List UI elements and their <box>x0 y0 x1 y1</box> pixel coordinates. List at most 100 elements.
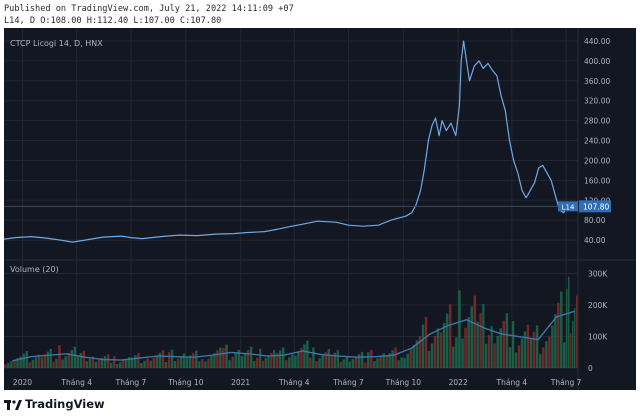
price-tick-label: 160.00 <box>584 176 610 185</box>
volume-bar <box>79 353 83 368</box>
volume-bar <box>424 316 428 368</box>
volume-bar <box>134 355 137 368</box>
volume-bar <box>37 354 41 368</box>
volume-bar <box>482 304 485 368</box>
volume-bar <box>388 353 391 368</box>
volume-bar <box>382 353 385 368</box>
volume-bar <box>542 347 545 368</box>
volume-bar <box>467 317 470 368</box>
volume-bar <box>470 306 473 368</box>
volume-bar <box>376 358 379 368</box>
volume-bar <box>109 362 113 368</box>
volume-bar <box>64 356 67 368</box>
volume-bar <box>52 361 55 368</box>
volume-bar <box>152 358 155 368</box>
axis-layer: 40.0080.00120.00160.00200.00240.00280.00… <box>13 37 611 387</box>
published-line: Published on TradingView.com, July 21, 2… <box>4 4 294 14</box>
volume-bar <box>445 313 449 368</box>
volume-bar <box>321 355 324 368</box>
volume-bar <box>548 336 551 368</box>
volume-bar <box>219 347 222 368</box>
chart-frame[interactable]: 40.0080.00120.00160.00200.00240.00280.00… <box>4 28 636 390</box>
volume-bar <box>113 356 116 368</box>
volume-bar <box>505 313 509 368</box>
volume-bar <box>34 357 38 368</box>
volume-bar <box>25 350 29 368</box>
volume-bar <box>297 351 300 368</box>
volume-bar <box>182 353 186 368</box>
volume-bar <box>67 353 70 368</box>
volume-bar <box>267 355 270 368</box>
volume-bar <box>315 361 318 368</box>
volume-bar <box>7 362 10 368</box>
volume-bar <box>348 361 351 368</box>
volume-bar <box>270 352 273 368</box>
volume-bar <box>164 362 168 368</box>
volume-tick-label: 100K <box>588 332 608 341</box>
x-tick-label: Tháng 10 <box>167 378 204 387</box>
volume-bar <box>210 355 213 368</box>
volume-bar <box>149 360 152 368</box>
footer-brand[interactable]: TradingView <box>4 397 105 411</box>
volume-bar <box>82 350 86 368</box>
volume-bar <box>574 308 576 368</box>
volume-bar <box>161 350 165 368</box>
volume-bar <box>476 321 479 368</box>
volume-bar <box>354 356 358 368</box>
volume-bar <box>397 360 400 368</box>
tradingview-logo-icon <box>4 399 22 410</box>
volume-bar <box>448 304 452 368</box>
volume-bar <box>514 352 518 368</box>
volume-bar <box>185 357 189 368</box>
volume-bar <box>306 340 309 368</box>
volume-bar <box>252 360 256 368</box>
volume-bar <box>188 355 192 368</box>
volume-bar <box>146 358 149 368</box>
volume-bar <box>285 360 288 368</box>
volume-bar <box>545 341 548 368</box>
volume-bar <box>496 335 499 368</box>
volume-bar <box>246 349 250 368</box>
volume-bar <box>225 344 228 368</box>
x-tick-label: Tháng 7 <box>332 378 364 387</box>
volume-bar <box>400 357 403 368</box>
volume-bar <box>324 352 327 368</box>
volume-bar <box>91 356 95 368</box>
volume-bar <box>28 362 32 368</box>
volume-bar <box>16 358 19 368</box>
volume-bar <box>442 323 446 368</box>
chart-svg[interactable]: 40.0080.00120.00160.00200.00240.00280.00… <box>4 28 636 390</box>
volume-bar <box>560 291 563 368</box>
price-layer <box>4 40 578 243</box>
volume-bar <box>490 326 493 368</box>
volume-bar <box>418 336 422 368</box>
volume-pane-title: Volume (20) <box>10 265 59 274</box>
price-tick-label: 360.00 <box>584 77 610 86</box>
x-tick-label: Tháng 7 <box>115 378 147 387</box>
volume-bar <box>70 349 74 368</box>
price-tick-label: 80.00 <box>584 216 606 225</box>
volume-bar <box>385 355 388 368</box>
price-tick-label: 240.00 <box>584 137 610 146</box>
price-tick-label: 40.00 <box>584 236 606 245</box>
volume-bar <box>333 352 336 368</box>
volume-bar <box>391 350 394 368</box>
volume-bar <box>201 359 204 368</box>
volume-bar <box>231 356 234 368</box>
x-tick-label: 2021 <box>231 378 250 387</box>
volume-bar <box>249 346 253 368</box>
volume-bar <box>309 357 312 368</box>
volume-tick-label: 200K <box>588 301 608 310</box>
volume-bar <box>234 353 237 368</box>
volume-bar <box>40 357 44 368</box>
ohlc-line: L14, D O:108.00 H:112.40 L:107.00 C:107.… <box>4 16 222 26</box>
x-tick-label: Tháng 4 <box>278 378 310 387</box>
volume-bar <box>278 350 282 368</box>
volume-bar <box>31 359 35 368</box>
volume-bar <box>85 361 89 368</box>
price-tick-label: 320.00 <box>584 97 610 106</box>
volume-bar <box>532 331 536 368</box>
volume-bar <box>427 350 431 368</box>
volume-bar <box>576 295 578 368</box>
volume-bar <box>143 360 146 368</box>
